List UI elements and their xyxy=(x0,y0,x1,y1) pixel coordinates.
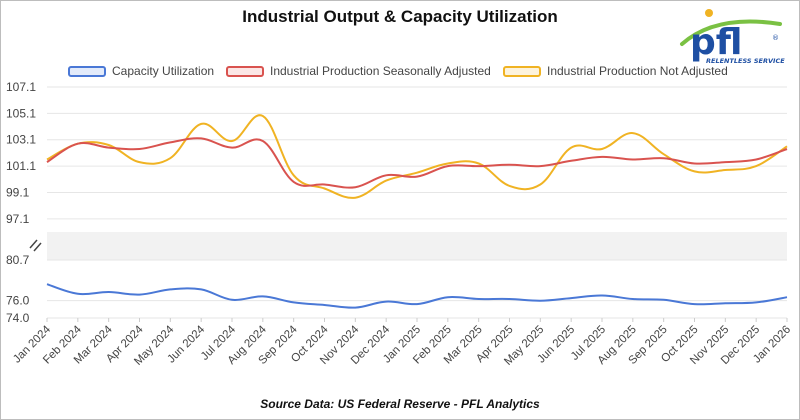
y-tick-label: 107.1 xyxy=(6,80,36,94)
source-note: Source Data: US Federal Reserve - PFL An… xyxy=(260,397,540,411)
y-tick-label: 76.0 xyxy=(6,294,30,308)
chart-legend: Capacity Utilization Industrial Producti… xyxy=(0,62,800,80)
y-tick-label: 97.1 xyxy=(6,212,30,226)
legend-item-capacity[interactable]: Capacity Utilization xyxy=(68,62,214,80)
legend-item-nsa[interactable]: Industrial Production Not Adjusted xyxy=(503,62,728,80)
series-line-ip-seasonally-adjusted xyxy=(46,137,788,189)
legend-swatch-nsa xyxy=(503,65,541,77)
y-tick-label: 103.1 xyxy=(6,133,36,147)
axis-break-band xyxy=(47,232,787,260)
svg-text:®: ® xyxy=(772,34,779,42)
legend-swatch-capacity xyxy=(68,65,106,77)
y-tick-label: 99.1 xyxy=(6,185,30,199)
y-tick-label: 80.7 xyxy=(6,253,30,267)
series-line-capacity-utilization xyxy=(46,283,788,309)
y-tick-label: 105.1 xyxy=(6,106,36,120)
y-tick-label: 74.0 xyxy=(6,311,30,325)
y-tick-label: 101.1 xyxy=(6,159,36,173)
svg-text:RELENTLESS SERVICE: RELENTLESS SERVICE xyxy=(706,57,785,65)
legend-item-sa[interactable]: Industrial Production Seasonally Adjuste… xyxy=(226,62,491,80)
axis-break-marker xyxy=(33,242,42,252)
legend-label-sa: Industrial Production Seasonally Adjuste… xyxy=(270,64,491,78)
series-line-ip-not-adjusted xyxy=(46,114,788,199)
chart-title: Industrial Output & Capacity Utilization xyxy=(242,7,558,26)
legend-label-capacity: Capacity Utilization xyxy=(112,64,215,78)
svg-text:pfl: pfl xyxy=(690,22,742,63)
legend-label-nsa: Industrial Production Not Adjusted xyxy=(547,64,728,78)
legend-swatch-sa xyxy=(226,65,264,77)
axis-break-marker xyxy=(29,239,38,249)
pfl-logo: pfl ® RELENTLESS SERVICE xyxy=(676,8,788,66)
